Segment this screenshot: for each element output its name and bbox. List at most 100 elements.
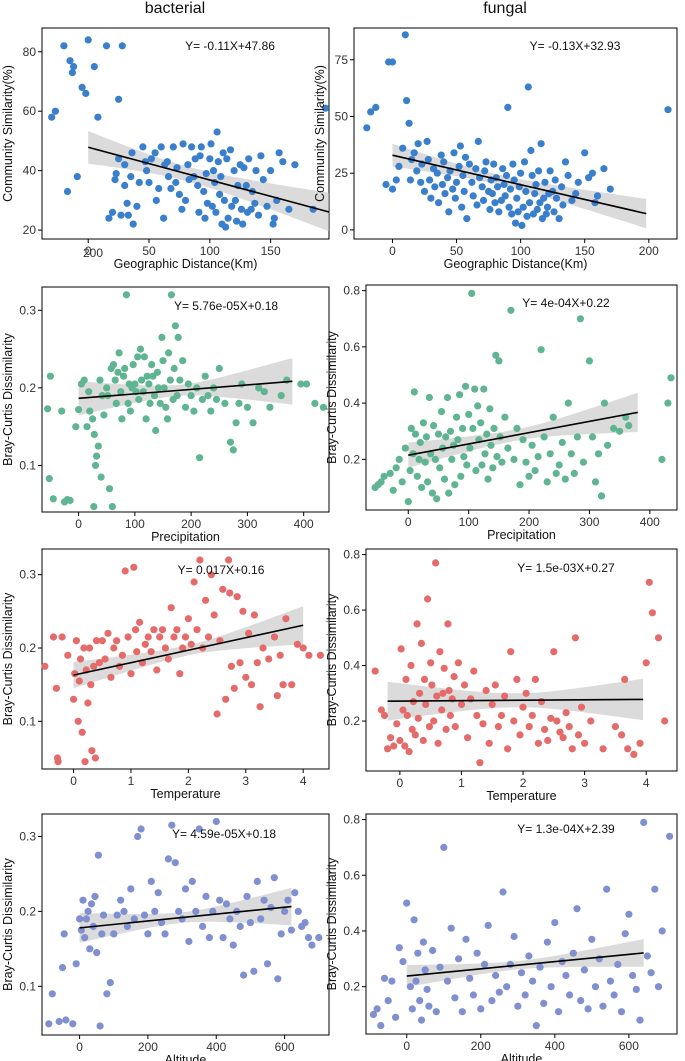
plot-frame xyxy=(41,548,330,770)
data-point xyxy=(156,399,164,407)
data-point xyxy=(66,57,74,65)
data-point xyxy=(501,692,509,700)
data-point xyxy=(403,97,411,105)
data-point xyxy=(562,709,570,717)
data-point xyxy=(135,395,143,404)
x-tick-label: 300 xyxy=(237,517,257,531)
data-point xyxy=(495,357,503,365)
y-tick-label: 0.6 xyxy=(343,868,360,882)
data-point xyxy=(167,291,175,299)
data-point xyxy=(618,731,626,739)
data-point xyxy=(519,703,527,711)
data-point xyxy=(134,353,142,361)
data-point xyxy=(111,176,119,184)
data-point xyxy=(210,611,218,619)
data-point xyxy=(473,201,481,209)
x-tick-label: 400 xyxy=(206,1040,226,1054)
data-point xyxy=(174,333,182,341)
x-axis-title: Geographic Distance(Km) xyxy=(114,257,258,271)
data-point xyxy=(587,717,595,725)
data-point xyxy=(624,745,632,753)
data-point xyxy=(477,1005,485,1013)
data-point xyxy=(194,181,202,190)
plot-frame xyxy=(365,813,678,1035)
data-point xyxy=(242,673,250,681)
x-tick-label: 100 xyxy=(511,244,531,258)
data-point xyxy=(606,185,614,193)
y-axis-title: Community Similarity(%) xyxy=(313,65,327,202)
data-point xyxy=(561,158,570,166)
x-tick-label: 300 xyxy=(579,515,599,529)
data-point xyxy=(516,481,524,489)
data-point xyxy=(270,633,279,641)
data-point xyxy=(413,167,421,175)
data-point xyxy=(460,453,468,461)
data-point xyxy=(458,203,466,211)
data-point xyxy=(399,958,407,966)
data-point xyxy=(301,919,309,927)
data-point xyxy=(147,648,155,656)
data-point xyxy=(291,161,299,169)
data-point xyxy=(160,384,168,392)
regression-equation: Y= 4.59e-05X+0.18 xyxy=(172,827,276,841)
y-axis-title: Bray-Curtis Dissimilarity xyxy=(325,593,339,726)
data-point xyxy=(380,974,389,982)
plot-frame xyxy=(365,284,678,511)
data-point xyxy=(277,392,285,400)
data-point xyxy=(259,644,267,652)
data-point xyxy=(188,143,196,151)
data-point xyxy=(523,212,531,220)
data-point xyxy=(269,220,277,228)
data-point xyxy=(453,413,461,421)
data-point xyxy=(481,450,489,458)
data-point xyxy=(263,202,271,210)
data-point xyxy=(419,938,427,946)
data-point xyxy=(72,637,80,645)
data-point xyxy=(499,165,507,173)
data-point xyxy=(643,952,652,960)
data-point xyxy=(225,556,233,564)
data-point xyxy=(128,149,136,157)
data-point xyxy=(429,946,437,955)
data-point xyxy=(443,977,452,985)
data-point xyxy=(460,681,469,689)
data-point xyxy=(396,736,404,745)
data-point xyxy=(568,745,576,753)
data-point xyxy=(92,637,101,645)
data-point xyxy=(74,717,82,725)
data-point xyxy=(484,921,492,930)
regression-equation: Y= 5.76e-05X+0.18 xyxy=(174,299,278,313)
data-point xyxy=(195,208,203,216)
data-point xyxy=(388,58,397,66)
data-point xyxy=(435,199,443,207)
data-point xyxy=(508,210,516,218)
data-point xyxy=(438,180,446,189)
data-point xyxy=(201,372,209,380)
data-point xyxy=(139,388,147,396)
data-point xyxy=(413,472,421,480)
x-tick-label: 600 xyxy=(619,1039,639,1053)
data-point xyxy=(425,393,433,402)
data-point xyxy=(485,739,493,747)
y-tick-label: 0.4 xyxy=(343,924,360,938)
data-point xyxy=(629,971,637,980)
data-point xyxy=(297,380,305,388)
data-point xyxy=(564,399,572,407)
data-point xyxy=(101,655,109,663)
data-point xyxy=(446,427,455,435)
data-point xyxy=(46,372,55,380)
data-point xyxy=(445,208,453,216)
data-point xyxy=(173,626,181,634)
data-point xyxy=(425,723,433,731)
data-point xyxy=(213,128,221,136)
data-point xyxy=(377,1022,385,1030)
data-point xyxy=(411,430,420,438)
data-point xyxy=(604,441,612,449)
data-point xyxy=(504,103,512,111)
data-point xyxy=(181,633,190,641)
data-point xyxy=(399,144,407,152)
data-point xyxy=(204,392,212,400)
data-point xyxy=(395,455,403,463)
data-point xyxy=(166,376,174,384)
x-tick-label: 0 xyxy=(75,517,82,531)
